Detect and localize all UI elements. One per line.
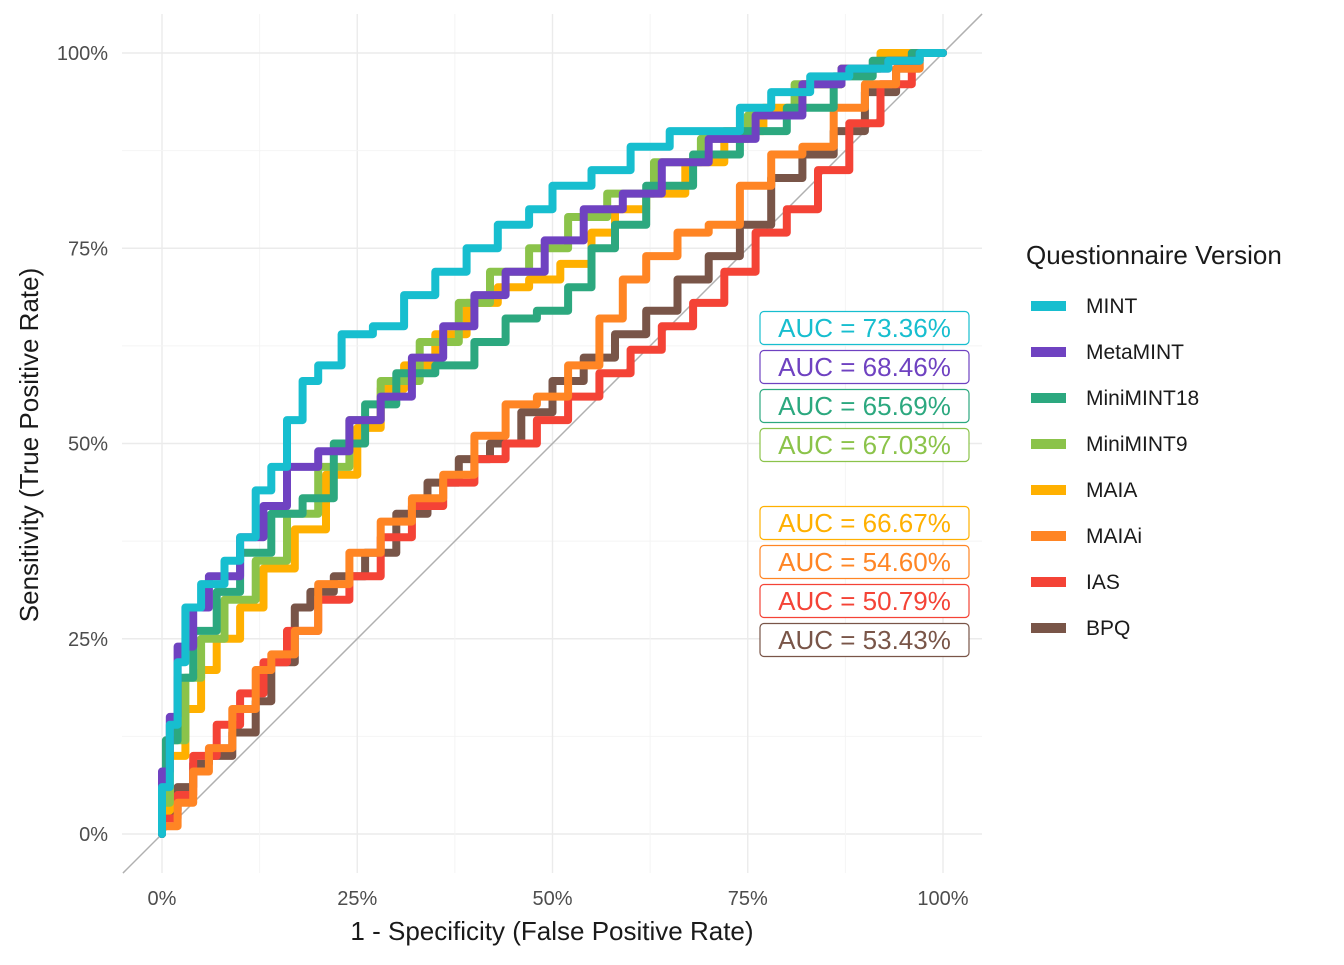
y-tick-label: 75% <box>68 238 108 260</box>
legend-item-bpq: BPQ <box>1031 617 1130 640</box>
legend-item-maia: MAIA <box>1031 479 1137 502</box>
legend-label: IAS <box>1086 571 1120 594</box>
legend-item-maiai: MAIAi <box>1031 525 1142 548</box>
roc-curve-metamint <box>158 49 947 838</box>
legend-swatch <box>1031 485 1066 495</box>
svg-text:AUC = 68.46%: AUC = 68.46% <box>778 352 951 382</box>
svg-text:AUC = 50.79%: AUC = 50.79% <box>778 586 951 616</box>
y-tick-label: 100% <box>57 43 108 65</box>
axis-ticks: 0% 25% 50% 75% 100% 0% 25% 50% 75% 100% <box>57 43 969 910</box>
legend-label: MiniMINT18 <box>1086 387 1199 410</box>
legend-label: MAIAi <box>1086 525 1142 548</box>
auc-label-metamint: AUC = 68.46% <box>759 349 970 385</box>
x-axis-label: 1 - Specificity (False Positive Rate) <box>350 916 753 946</box>
auc-label-mint: AUC = 73.36% <box>759 310 970 346</box>
diagonal-line <box>122 13 983 874</box>
legend-item-ias: IAS <box>1031 571 1120 594</box>
x-tick-label: 25% <box>337 888 377 910</box>
svg-text:AUC = 53.43%: AUC = 53.43% <box>778 625 951 655</box>
legend-item-metamint: MetaMINT <box>1031 341 1184 364</box>
legend-label: MetaMINT <box>1086 341 1184 364</box>
auc-label-minimint9: AUC = 67.03% <box>759 427 970 463</box>
svg-text:AUC = 66.67%: AUC = 66.67% <box>778 508 951 538</box>
roc-curve-bpq <box>158 49 947 838</box>
y-tick-label: 0% <box>79 824 108 846</box>
legend-item-mint: MINT <box>1031 295 1137 318</box>
legend-swatch <box>1031 393 1066 403</box>
legend-swatch <box>1031 623 1066 633</box>
reference-diagonal <box>122 13 983 874</box>
svg-text:AUC = 67.03%: AUC = 67.03% <box>778 430 951 460</box>
legend-label: MINT <box>1086 295 1137 318</box>
legend: MINT MetaMINT MiniMINT18 MiniMINT9 MAIA MAIAi… <box>1031 295 1199 640</box>
legend-swatch <box>1031 531 1066 541</box>
legend-label: MiniMINT9 <box>1086 433 1188 456</box>
x-tick-label: 0% <box>148 888 177 910</box>
y-tick-label: 25% <box>68 629 108 651</box>
legend-swatch <box>1031 439 1066 449</box>
legend-label: BPQ <box>1086 617 1130 640</box>
legend-swatch <box>1031 347 1066 357</box>
roc-curves <box>158 49 947 838</box>
legend-label: MAIA <box>1086 479 1137 502</box>
legend-title: Questionnaire Version <box>1026 240 1282 270</box>
auc-label-bpq: AUC = 53.43% <box>759 622 970 658</box>
x-tick-label: 50% <box>532 888 572 910</box>
svg-text:AUC = 65.69%: AUC = 65.69% <box>778 391 951 421</box>
x-tick-label: 100% <box>917 888 968 910</box>
auc-label-maia: AUC = 66.67% <box>759 505 970 541</box>
auc-label-maiai: AUC = 54.60% <box>759 544 970 580</box>
legend-item-minimint9: MiniMINT9 <box>1031 433 1188 456</box>
roc-curve-maiai <box>158 49 947 838</box>
roc-curve-mint <box>158 49 947 838</box>
y-axis-label: Sensitivity (True Positive Rate) <box>14 268 44 622</box>
auc-label-minimint18: AUC = 65.69% <box>759 388 970 424</box>
x-tick-label: 75% <box>728 888 768 910</box>
legend-swatch <box>1031 301 1066 311</box>
y-tick-label: 50% <box>68 434 108 456</box>
legend-item-minimint18: MiniMINT18 <box>1031 387 1199 410</box>
auc-labels: AUC = 73.36% AUC = 68.46% AUC = 65.69% AUC … <box>759 310 970 658</box>
auc-label-ias: AUC = 50.79% <box>759 583 970 619</box>
legend-swatch <box>1031 577 1066 587</box>
roc-curve-minimint18 <box>158 49 947 838</box>
svg-text:AUC = 73.36%: AUC = 73.36% <box>778 313 951 343</box>
svg-text:AUC = 54.60%: AUC = 54.60% <box>778 547 951 577</box>
roc-curve-ias <box>158 49 947 838</box>
